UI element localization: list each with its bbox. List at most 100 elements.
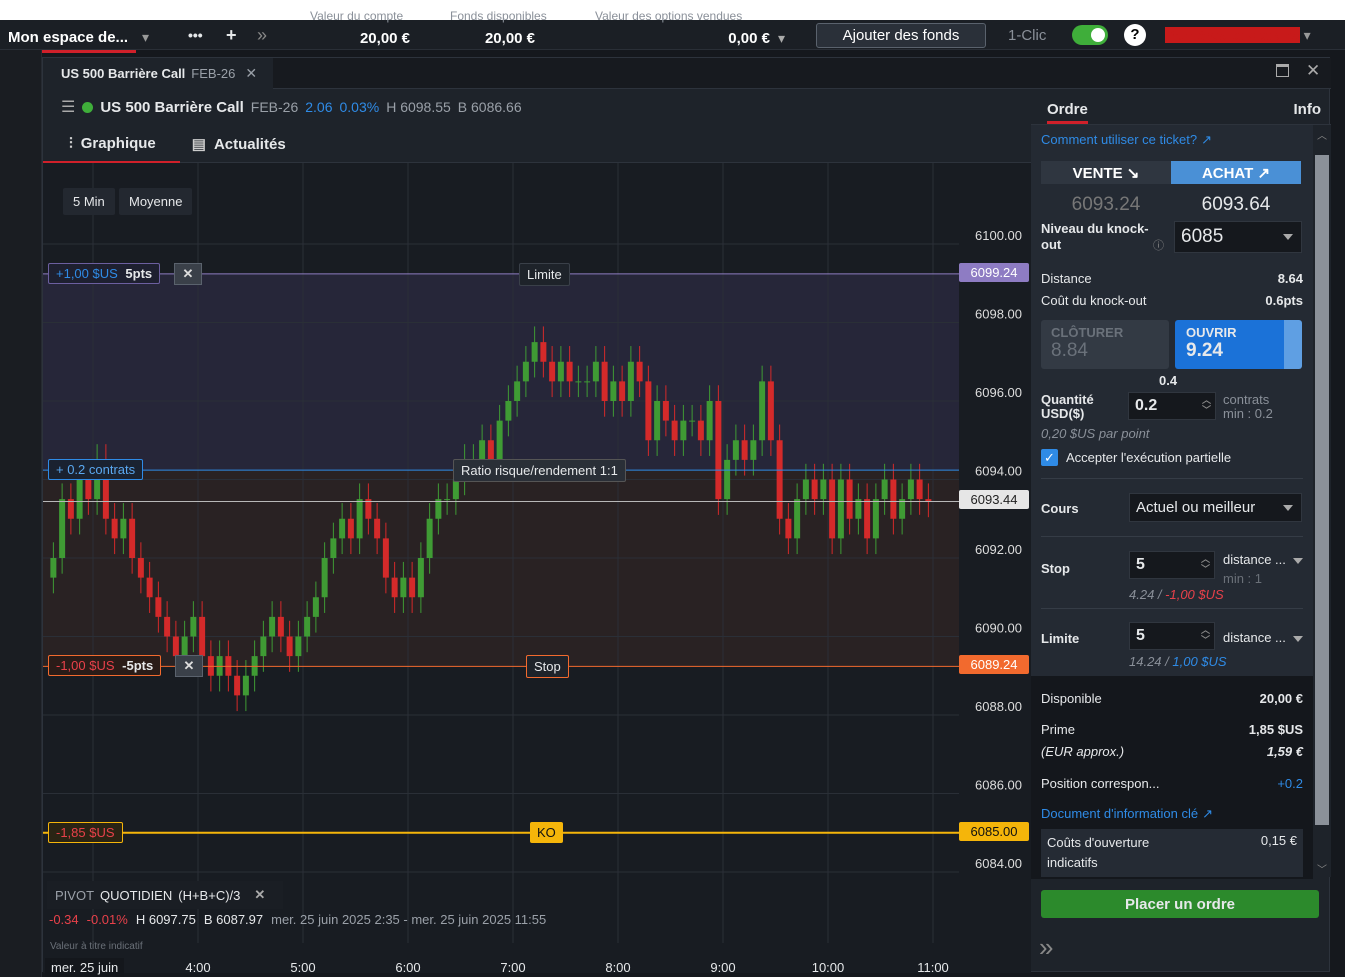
- candle: [365, 499, 372, 519]
- quantity-input[interactable]: 0.2 ︿ ﹀: [1128, 392, 1216, 420]
- limit-level: 14.24 /: [1129, 654, 1169, 669]
- close-icon[interactable]: ✕: [254, 887, 266, 902]
- menu-icon[interactable]: ☰: [61, 99, 76, 116]
- y-tick-label: 6100.00: [975, 228, 1022, 243]
- tab-news-label: Actualités: [213, 135, 286, 153]
- tab-news[interactable]: ▤ Actualités: [192, 135, 286, 153]
- active-underline: [8, 50, 136, 53]
- price-chart[interactable]: 6100.00 6098.00 6096.00 6094.00 6092.00 6090.…: [43, 163, 1031, 977]
- interval-select[interactable]: 5 Min: [63, 188, 115, 215]
- sell-button[interactable]: VENTE ↘: [1041, 161, 1171, 184]
- stepper-icon[interactable]: ︿ ﹀: [1201, 395, 1211, 415]
- price-mode-label: Cours: [1041, 501, 1079, 516]
- limit-input[interactable]: 5 ︿ ﹀: [1129, 622, 1215, 650]
- stop-min: min : 1: [1223, 571, 1263, 586]
- position-tag[interactable]: + 0.2 contrats: [48, 459, 144, 481]
- position-label: Position correspon...: [1041, 776, 1160, 791]
- collapse-panel-icon[interactable]: »: [1039, 932, 1054, 962]
- stepper-icon[interactable]: ︿ ﹀: [1200, 554, 1210, 574]
- more-button[interactable]: •••: [188, 20, 203, 50]
- tab-order[interactable]: Ordre: [1047, 101, 1088, 124]
- pivot-indicator[interactable]: PIVOT QUOTIDIEN (H+B+C)/3 ✕: [47, 881, 283, 909]
- open-label: OUVRIR: [1186, 325, 1237, 340]
- expand-button[interactable]: »: [257, 20, 267, 50]
- candle: [549, 361, 556, 382]
- stop-price-label: 6089.24: [959, 655, 1029, 675]
- sold-options-value[interactable]: Valeur des options vendues 0,00 € ▾: [595, 10, 785, 50]
- partial-execution-checkbox[interactable]: ✓ Accepter l'exécution partielle: [1041, 449, 1231, 466]
- chart-tabs: ⫶ Graphique ▤ Actualités: [43, 125, 1031, 164]
- info-icon[interactable]: ⓘ: [1153, 240, 1164, 252]
- price-mode-select[interactable]: Actuel ou meilleur: [1129, 493, 1302, 522]
- stop-label: Stop: [1041, 561, 1070, 576]
- chart-type-select[interactable]: Moyenne: [119, 188, 193, 215]
- eur-approx-label: (EUR approx.): [1041, 744, 1125, 759]
- kid-link[interactable]: Document d'information clé ↗: [1041, 806, 1303, 822]
- help-link-text: Comment utiliser ce ticket?: [1041, 132, 1198, 147]
- place-order-button[interactable]: Placer un ordre: [1041, 890, 1319, 918]
- chevron-down-icon: [1283, 234, 1293, 240]
- limit-pnl-tag[interactable]: +1,00 $US 5pts: [48, 262, 161, 284]
- candle: [321, 558, 328, 598]
- stepper-icon[interactable]: ︿ ﹀: [1200, 625, 1210, 645]
- candle: [85, 479, 92, 500]
- panel-scrollbar[interactable]: ︿ ﹀: [1313, 125, 1331, 877]
- maximize-icon[interactable]: [1276, 64, 1289, 77]
- risk-reward-label: Ratio risque/rendement 1:1: [453, 459, 626, 483]
- limit-line-label[interactable]: Limite: [519, 262, 570, 286]
- scroll-up-icon[interactable]: ︿: [1317, 131, 1327, 142]
- remove-stop-button[interactable]: ✕: [175, 655, 203, 678]
- stop-pnl-tag[interactable]: -1,00 $US -5pts: [48, 655, 162, 677]
- product-menu[interactable]: Barrières et Options ▾: [1165, 20, 1311, 50]
- candle: [444, 499, 451, 501]
- tab-info[interactable]: Info: [1293, 101, 1322, 118]
- chart-canvas[interactable]: 6100.00 6098.00 6096.00 6094.00 6092.00 6090.…: [43, 163, 1031, 973]
- stop-line-label[interactable]: Stop: [526, 655, 569, 679]
- order-ticket: Comment utiliser ce ticket? ↗ VENTE ↘ ACH…: [1031, 125, 1313, 676]
- candle: [190, 616, 197, 637]
- candle: [347, 518, 354, 539]
- open-position-button[interactable]: OUVRIR 9.24: [1175, 320, 1302, 369]
- candle: [391, 577, 398, 598]
- candle: [864, 499, 871, 539]
- candle: [776, 440, 783, 519]
- candle: [242, 675, 249, 696]
- x-tick-label: 11:00: [917, 960, 949, 975]
- close-window-icon[interactable]: ✕: [1306, 61, 1321, 80]
- divider: [1041, 478, 1303, 479]
- tab-chart[interactable]: ⫶ Graphique: [43, 135, 180, 164]
- scroll-down-icon[interactable]: ﹀: [1317, 865, 1327, 876]
- chevron-down-icon: [1293, 636, 1303, 642]
- stop-input[interactable]: 5 ︿ ﹀: [1129, 551, 1215, 579]
- left-sidebar: [0, 50, 42, 977]
- limit-pnl-value: 1,00 $US: [1172, 654, 1227, 669]
- kid-link-text: Document d'information clé: [1041, 806, 1199, 821]
- window-tab[interactable]: US 500 Barrière Call FEB-26 ✕: [43, 58, 273, 89]
- ko-level-select[interactable]: 6085: [1174, 221, 1302, 253]
- ko-cost-value: 0.6pts: [1265, 293, 1303, 308]
- stop-mode-select[interactable]: distance ...: [1223, 552, 1303, 567]
- screen-top-edge: [0, 0, 1345, 20]
- close-icon[interactable]: ✕: [245, 65, 258, 81]
- opening-cost-label: Coûts d'ouverture indicatifs: [1047, 835, 1150, 870]
- chevron-down-icon: ▾: [777, 30, 785, 46]
- help-link[interactable]: Comment utiliser ce ticket? ↗: [1041, 132, 1303, 148]
- scrollbar-thumb[interactable]: [1315, 155, 1329, 825]
- help-icon[interactable]: ?: [1124, 24, 1146, 46]
- workspace-menu[interactable]: Mon espace de... ▾: [8, 22, 168, 53]
- candle: [269, 616, 276, 637]
- one-click-toggle[interactable]: [1072, 25, 1108, 45]
- per-point-value: 0,20 $US par point: [1041, 426, 1150, 441]
- buy-button[interactable]: ACHAT ↗: [1171, 161, 1301, 184]
- add-funds-button[interactable]: Ajouter des fonds: [816, 23, 986, 48]
- candle: [732, 440, 739, 460]
- candle: [312, 597, 319, 617]
- add-button[interactable]: +: [226, 20, 237, 50]
- limit-mode-select[interactable]: distance ...: [1223, 630, 1303, 645]
- remove-limit-button[interactable]: ✕: [174, 262, 202, 285]
- candle: [59, 499, 66, 558]
- candle: [172, 636, 179, 657]
- tab-chart-label: Graphique: [80, 135, 156, 152]
- ohlc-info: -0.34 -0.01% H 6097.75 B 6087.97 mer. 25…: [49, 912, 546, 927]
- close-position-button[interactable]: CLÔTURER 8.84: [1041, 320, 1169, 369]
